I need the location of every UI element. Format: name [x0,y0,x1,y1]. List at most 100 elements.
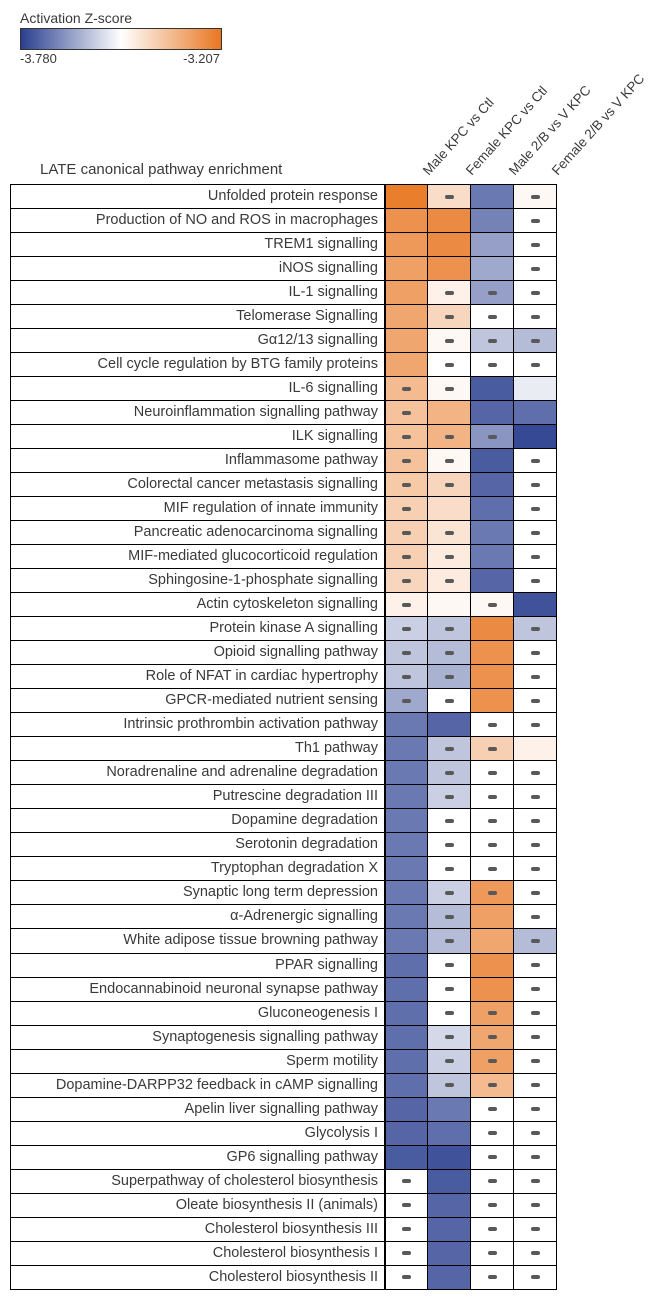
heatmap-cell [428,521,471,545]
heatmap-cell [428,1146,471,1170]
heatmap-row: Cholesterol biosynthesis III [10,1218,667,1242]
row-label: Gluconeogenesis I [10,1002,385,1026]
heatmap-cell [514,785,557,809]
heatmap-cell [428,1266,471,1290]
heatmap-cell [471,1266,514,1290]
heatmap-cell [514,929,557,953]
significance-dot-icon [531,867,540,871]
heatmap-cell [514,1194,557,1218]
section-title: LATE canonical pathway enrichment [10,157,415,184]
heatmap-cell [428,233,471,257]
heatmap-cell [428,665,471,689]
heatmap-cell [385,833,428,857]
heatmap-cell [428,281,471,305]
heatmap-cell [471,569,514,593]
heatmap-cell [428,785,471,809]
heatmap-row: White adipose tissue browning pathway [10,929,667,953]
significance-dot-icon [531,819,540,823]
heatmap-cell [428,761,471,785]
significance-dot-icon [488,339,497,343]
heatmap-cell [514,593,557,617]
heatmap-cell [428,809,471,833]
significance-dot-icon [531,243,540,247]
significance-dot-icon [488,867,497,871]
significance-dot-icon [531,843,540,847]
row-label: TREM1 signalling [10,233,385,257]
heatmap-cell [385,1026,428,1050]
heatmap-cell [514,1146,557,1170]
significance-dot-icon [402,675,411,679]
heatmap-cell [428,329,471,353]
significance-dot-icon [531,1107,540,1111]
row-label: Cholesterol biosynthesis II [10,1266,385,1290]
significance-dot-icon [402,483,411,487]
heatmap-row: Telomerase Signalling [10,305,667,329]
heatmap-cell [428,569,471,593]
heatmap-cell [385,978,428,1002]
heatmap-cell [428,737,471,761]
heatmap-cell [471,1242,514,1266]
heatmap-cell [514,1050,557,1074]
significance-dot-icon [402,1227,411,1231]
heatmap-row: MIF regulation of innate immunity [10,497,667,521]
heatmap-cell [385,329,428,353]
heatmap-cell [514,713,557,737]
row-label: Endocannabinoid neuronal synapse pathway [10,978,385,1002]
row-label: Colorectal cancer metastasis signalling [10,473,385,497]
heatmap-cell [428,1170,471,1194]
significance-dot-icon [402,507,411,511]
heatmap-row: Role of NFAT in cardiac hypertrophy [10,665,667,689]
heatmap-cell [514,857,557,881]
heatmap-cell [514,1266,557,1290]
significance-dot-icon [531,1083,540,1087]
significance-dot-icon [445,771,454,775]
heatmap-row: Putrescine degradation III [10,785,667,809]
heatmap-cell [471,1098,514,1122]
legend: Activation Z-score -3.780 -3.207 [10,10,667,66]
row-label: Glycolysis I [10,1122,385,1146]
significance-dot-icon [531,987,540,991]
significance-dot-icon [445,819,454,823]
heatmap-cell [471,521,514,545]
significance-dot-icon [488,1227,497,1231]
significance-dot-icon [445,1011,454,1015]
heatmap-cell [385,1218,428,1242]
significance-dot-icon [402,531,411,535]
significance-dot-icon [445,915,454,919]
row-label: Unfolded protein response [10,184,385,209]
significance-dot-icon [531,1275,540,1279]
significance-dot-icon [488,1203,497,1207]
significance-dot-icon [445,867,454,871]
heatmap-cell [428,184,471,209]
significance-dot-icon [531,795,540,799]
heatmap-cell [385,929,428,953]
significance-dot-icon [445,843,454,847]
heatmap-cell [428,689,471,713]
significance-dot-icon [402,1203,411,1207]
heatmap-cell [514,905,557,929]
heatmap-cell [471,1170,514,1194]
significance-dot-icon [531,1203,540,1207]
heatmap-row: Cholesterol biosynthesis I [10,1242,667,1266]
significance-dot-icon [531,915,540,919]
heatmap-cell [471,857,514,881]
heatmap-cell [385,785,428,809]
heatmap-cell [471,617,514,641]
heatmap-cell [385,881,428,905]
significance-dot-icon [488,315,497,319]
heatmap-cell [514,617,557,641]
heatmap-cell [471,233,514,257]
significance-dot-icon [445,387,454,391]
heatmap-cell [428,833,471,857]
legend-title: Activation Z-score [20,10,222,26]
heatmap-row: Glycolysis I [10,1122,667,1146]
column-header: Male 2/B vs V KPC [501,74,544,184]
row-label: PPAR signalling [10,954,385,978]
significance-dot-icon [488,1083,497,1087]
heatmap-row: Noradrenaline and adrenaline degradation [10,761,667,785]
significance-dot-icon [531,459,540,463]
heatmap-cell [514,473,557,497]
row-label: Synaptogenesis signalling pathway [10,1026,385,1050]
row-label: Neuroinflammation signalling pathway [10,401,385,425]
heatmap-row: Protein kinase A signalling [10,617,667,641]
